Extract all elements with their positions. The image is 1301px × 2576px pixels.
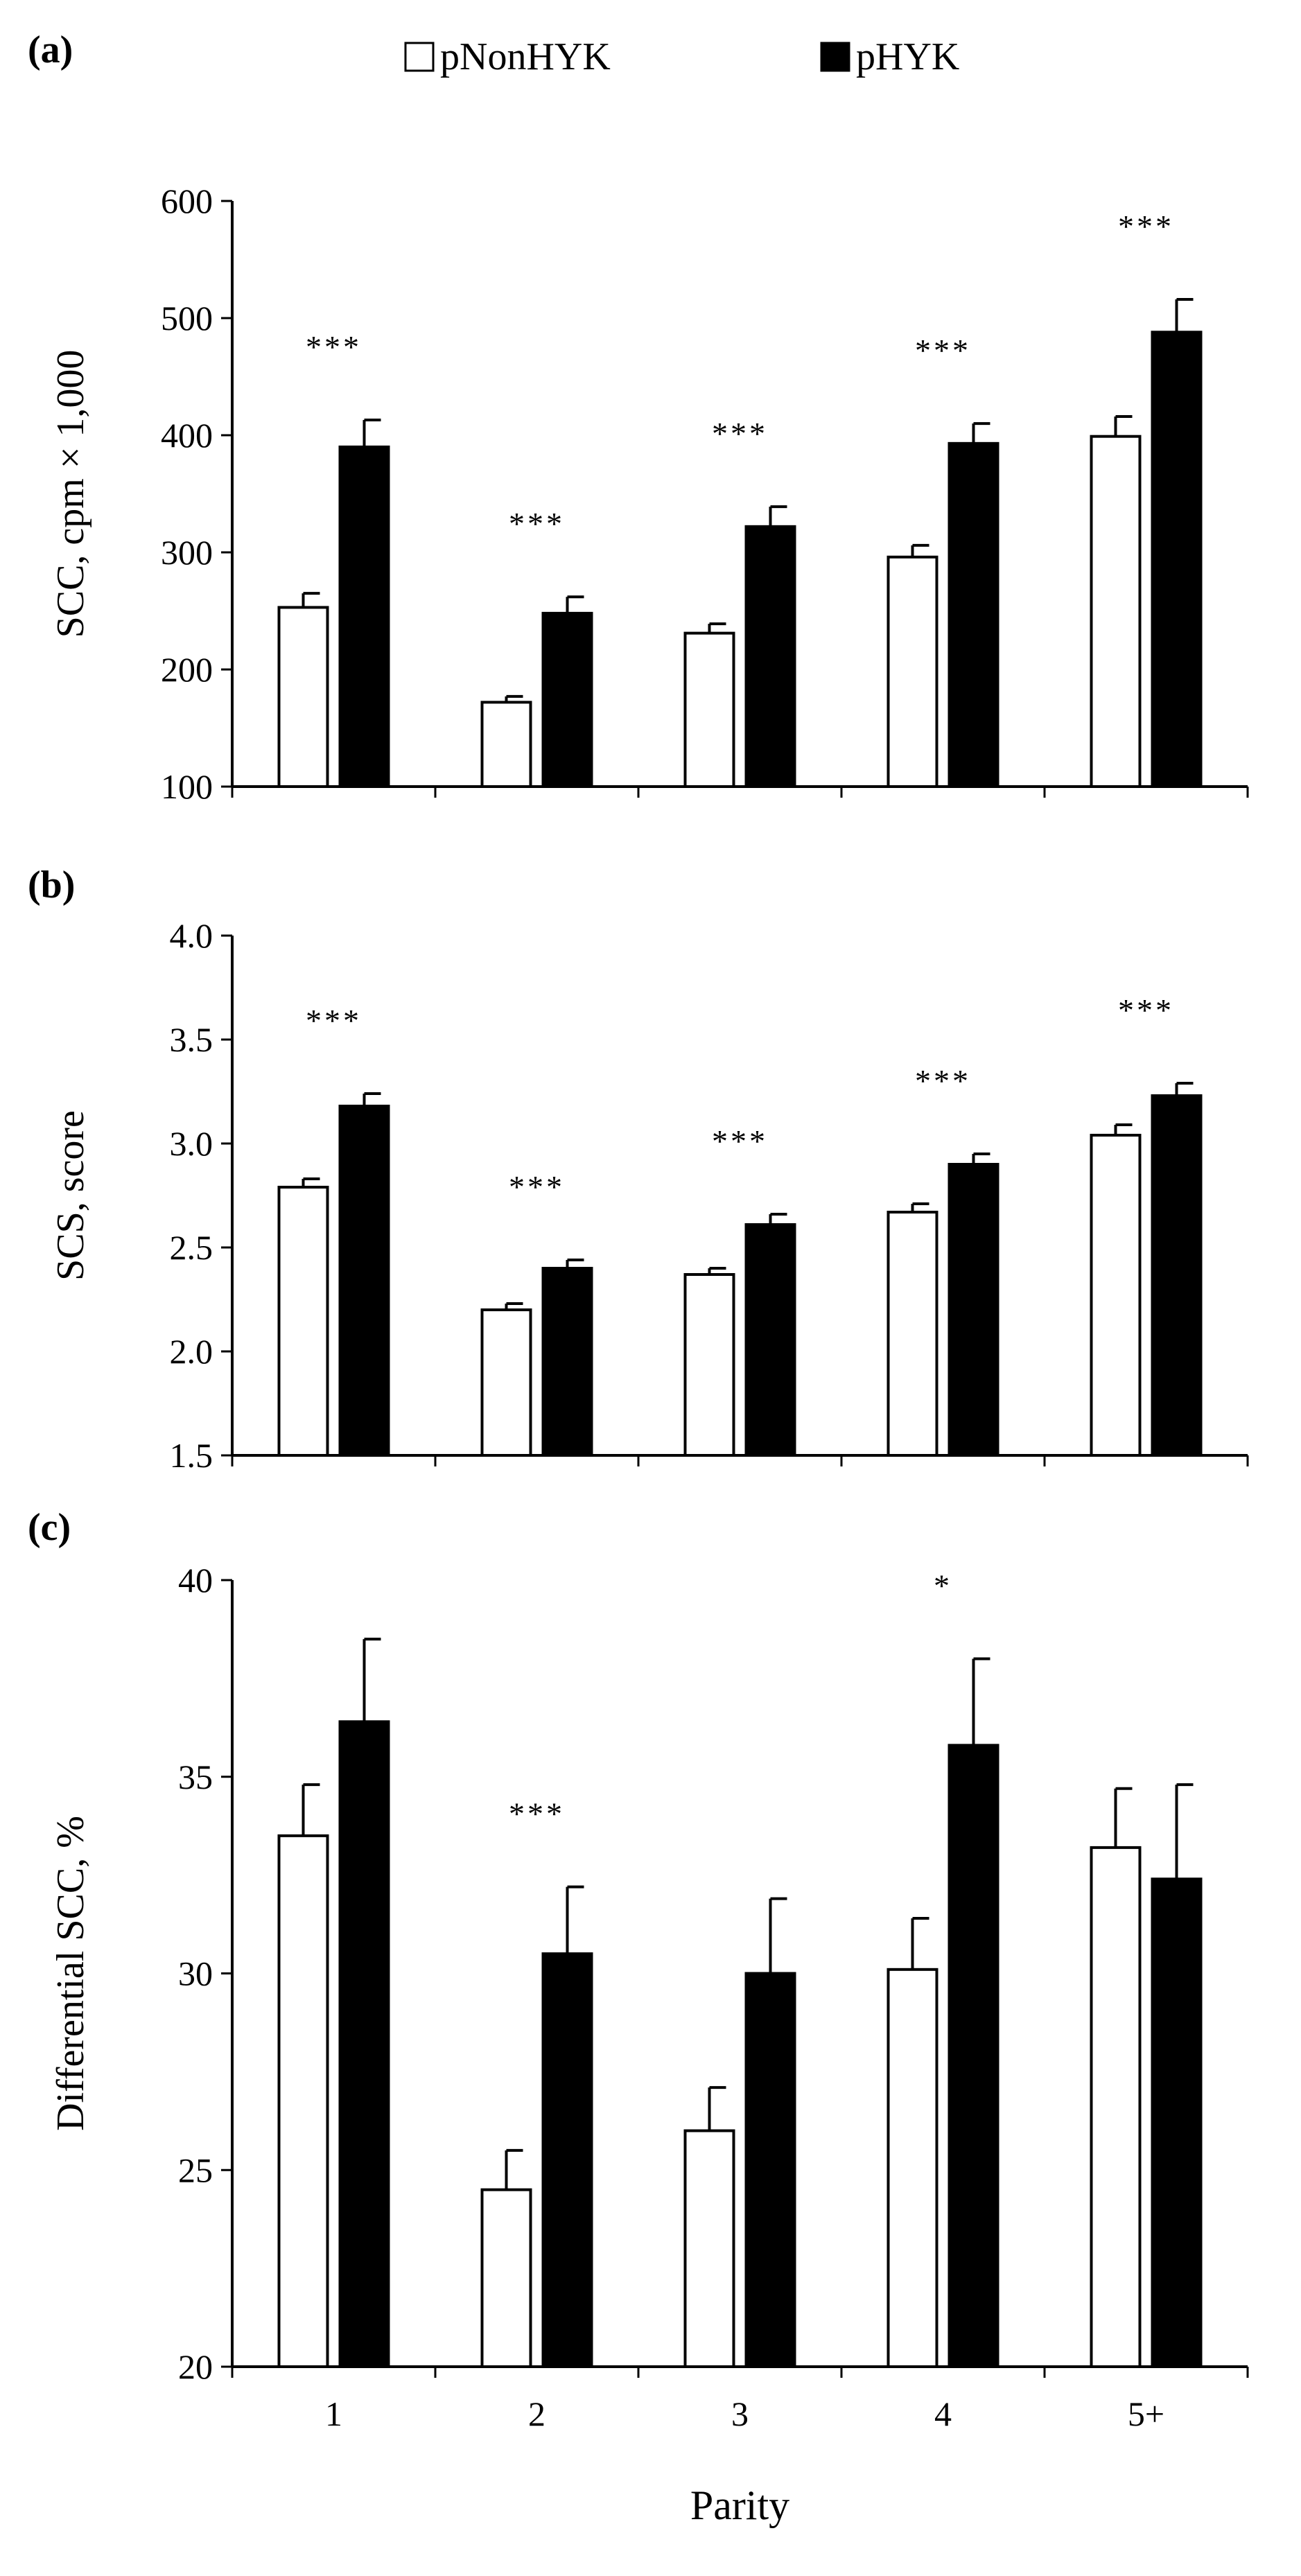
bar-phyk-parity-1 [338,1105,390,1457]
bar-phyk-parity-4 [948,1163,999,1457]
bar-phyk-parity-2 [541,1267,593,1457]
significance-marker: *** [1118,209,1174,244]
panel-label: (b) [28,864,75,906]
significance-marker: *** [1118,992,1174,1028]
bar-pnonhyk-parity-2 [480,1308,532,1457]
y-tick-label: 30 [178,1954,213,1993]
chart-panel-2: (b) 1.5 2.0 2.5 3.0 3.5 4.0 SCS, score *** *** ***… [28,864,1249,1475]
bar-pnonhyk-parity-3 [683,2129,735,2368]
y-tick-label: 100 [161,767,213,806]
x-axis-label: Parity [690,2482,789,2528]
y-tick-label: 35 [178,1758,213,1796]
panel-label: (c) [28,1506,71,1549]
bar-pnonhyk-parity-3 [683,1273,735,1457]
y-tick-label: 400 [161,416,213,455]
y-tick-label: 600 [161,182,213,220]
y-tick-label: 40 [178,1561,213,1600]
bar-pnonhyk-parity-3 [683,631,735,788]
bar-phyk-parity-2 [541,611,593,788]
bar-pnonhyk-parity-1 [277,1834,329,2368]
bar-pnonhyk-parity-4 [887,1211,938,1457]
significance-marker: *** [306,1003,362,1038]
bar-phyk-parity-5plus [1151,331,1203,788]
significance-marker: *** [712,416,768,451]
significance-marker: *** [306,329,362,365]
bar-pnonhyk-parity-5plus [1090,1134,1142,1457]
bar-phyk-parity-4 [948,441,999,789]
bar-phyk-parity-1 [338,1720,390,2369]
legend-swatch-phyk [820,42,850,72]
bar-phyk-parity-3 [744,1972,796,2368]
significance-marker: *** [915,333,971,368]
y-tick-label: 1.5 [170,1436,213,1475]
y-tick-label: 300 [161,533,213,572]
legend-label-phyk: pHYK [856,35,959,78]
y-tick-label: 3.0 [170,1124,213,1163]
y-axis-label: Differential SCC, % [49,1816,92,2131]
y-axis-label: SCS, score [49,1110,92,1281]
bar-phyk-parity-4 [948,1744,999,2369]
legend-label-pnonhyk: pNonHYK [440,35,611,78]
y-tick-label: 200 [161,650,213,689]
legend: pNonHYK pHYK [404,35,959,78]
y-tick-label: 3.5 [170,1020,213,1059]
significance-marker: * [934,1568,952,1604]
bar-pnonhyk-parity-4 [887,555,938,788]
y-axis-label: SCC, cpm × 1,000 [49,350,92,638]
chart-panel-3: (c) 20 25 30 35 40 Differential SCC, % 1 *** 2 3 * 4… [28,1506,1249,2528]
bar-pnonhyk-parity-5plus [1090,435,1142,788]
significance-marker: *** [509,1796,565,1832]
bar-phyk-parity-3 [744,1223,796,1457]
bar-phyk-parity-5plus [1151,1877,1203,2369]
bar-pnonhyk-parity-2 [480,701,532,789]
bar-pnonhyk-parity-1 [277,1186,329,1457]
chart-panel-1: (a) 100 200 300 400 500 600 SCC, cpm × 1,000 ***… [28,28,1249,806]
significance-marker: *** [915,1063,971,1098]
y-tick-label: 25 [178,2150,213,2189]
bar-phyk-parity-3 [744,525,796,788]
bar-phyk-parity-5plus [1151,1094,1203,1457]
bar-pnonhyk-parity-5plus [1090,1846,1142,2368]
y-tick-label: 4.0 [170,916,213,955]
x-tick-label: 2 [528,2394,545,2433]
x-tick-label: 1 [325,2394,342,2433]
y-tick-label: 20 [178,2347,213,2386]
bar-phyk-parity-2 [541,1952,593,2368]
significance-marker: *** [712,1123,768,1159]
x-tick-label: 4 [934,2394,952,2433]
legend-swatch-pnonhyk [404,42,435,72]
y-tick-label: 500 [161,299,213,338]
panel-label: (a) [28,28,73,71]
x-tick-label: 3 [731,2394,749,2433]
significance-marker: *** [509,1169,565,1204]
bar-pnonhyk-parity-1 [277,606,329,788]
y-tick-label: 2.5 [170,1228,213,1267]
bar-pnonhyk-parity-4 [887,1968,938,2368]
x-tick-label: 5+ [1128,2394,1164,2433]
bar-phyk-parity-1 [338,445,390,789]
significance-marker: *** [509,506,565,541]
bar-pnonhyk-parity-2 [480,2188,532,2368]
y-tick-label: 2.0 [170,1332,213,1371]
